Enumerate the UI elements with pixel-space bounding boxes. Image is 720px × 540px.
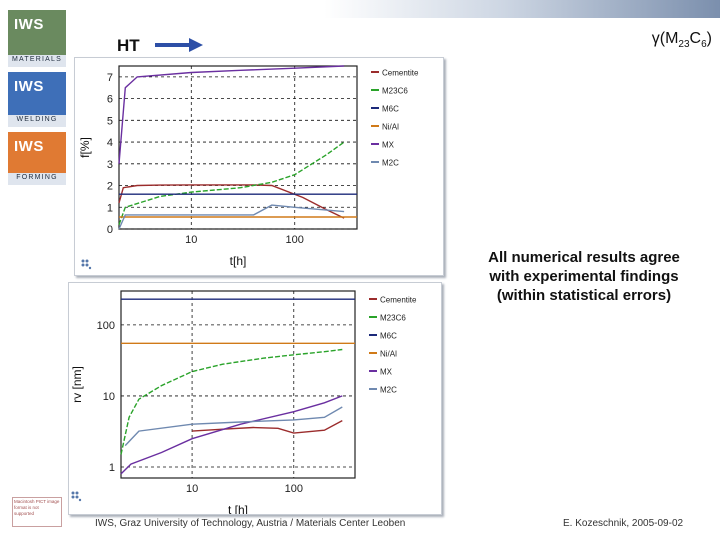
x-tick-label: 100 xyxy=(286,234,304,246)
series-line-mx xyxy=(120,395,343,475)
y-axis-label: f[%] xyxy=(78,137,92,158)
series-line-m2c xyxy=(118,204,345,230)
series-line-m2c xyxy=(124,406,343,447)
results-note: All numerical results agree with experim… xyxy=(488,249,680,304)
footer-affiliation: IWS, Graz University of Technology, Aust… xyxy=(95,518,406,529)
series-line-m23c6 xyxy=(120,348,343,455)
iws-materials-logo: IWS MATERIALS xyxy=(8,10,66,67)
y-tick-label: 0 xyxy=(107,224,113,236)
x-tick-label: 10 xyxy=(185,234,197,246)
dots-logo-icon xyxy=(81,259,92,270)
slide-title: γ(M23C6) xyxy=(651,30,712,51)
y-tick-label: 10 xyxy=(103,391,115,403)
y-axis-label: rv [nm] xyxy=(70,366,84,403)
phase-fraction-chart-panel: 10 100 0 1 2 3 4 5 6 7 t[h] f[%] Cementite M23C6 M6C Ni… xyxy=(74,57,444,276)
legend-label: M23C6 xyxy=(382,87,408,96)
x-axis-label: t [h] xyxy=(228,503,248,514)
iws-forming-logo: IWS FORMING xyxy=(8,132,66,185)
legend-label: M2C xyxy=(380,386,397,395)
y-tick-label: 4 xyxy=(107,137,113,149)
footer-author-date: E. Kozeschnik, 2005-09-02 xyxy=(563,518,684,529)
legend-label: Cementite xyxy=(382,69,419,78)
phase-fraction-chart: 10 100 0 1 2 3 4 5 6 7 t[h] f[%] Cementite M23C6 M6C Ni… xyxy=(78,65,419,268)
sidebar: IWS MATERIALS IWS WELDING IWS FORMING Ma… xyxy=(0,0,66,540)
arrow-right-icon xyxy=(155,38,203,52)
y-tick-label: 6 xyxy=(107,94,113,106)
x-tick-label: 100 xyxy=(285,483,303,495)
plot-area xyxy=(118,65,358,230)
dots-logo-icon xyxy=(71,491,82,502)
legend-label: MX xyxy=(380,368,393,377)
series-line-mx xyxy=(118,65,345,164)
iws-welding-logo: IWS WELDING xyxy=(8,72,66,127)
y-tick-label: 5 xyxy=(107,115,113,127)
x-axis-label: t[h] xyxy=(230,254,247,268)
x-tick-label: 10 xyxy=(186,483,198,495)
legend-label: Cementite xyxy=(380,296,417,305)
series-line-m23c6 xyxy=(118,141,345,225)
plot-area xyxy=(120,290,356,479)
y-tick-label: 1 xyxy=(107,202,113,214)
y-tick-label: 7 xyxy=(107,72,113,84)
mean-radius-chart: 10 100 1 10 100 t [h] rv [nm] Cementite M23C6 M6C… xyxy=(70,290,417,517)
ht-label: HT xyxy=(117,36,140,55)
y-tick-label: 3 xyxy=(107,159,113,171)
mean-radius-chart-panel: 10 100 1 10 100 t [h] rv [nm] Cementite M23C6 M6C… xyxy=(68,282,442,517)
y-tick-label: 2 xyxy=(107,181,113,193)
legend-label: Ni/Al xyxy=(382,123,399,132)
y-tick-label: 100 xyxy=(97,320,115,332)
legend-label: MX xyxy=(382,141,395,150)
legend-label: M6C xyxy=(380,332,397,341)
unsupported-image-placeholder: Macintosh PICT image format is not suppo… xyxy=(12,497,62,527)
series-line-cementite xyxy=(118,184,345,219)
y-tick-label: 1 xyxy=(109,462,115,474)
legend-label: M23C6 xyxy=(380,314,406,323)
header-band xyxy=(0,0,720,18)
legend-label: M2C xyxy=(382,159,399,168)
legend-label: Ni/Al xyxy=(380,350,397,359)
legend-label: M6C xyxy=(382,105,399,114)
